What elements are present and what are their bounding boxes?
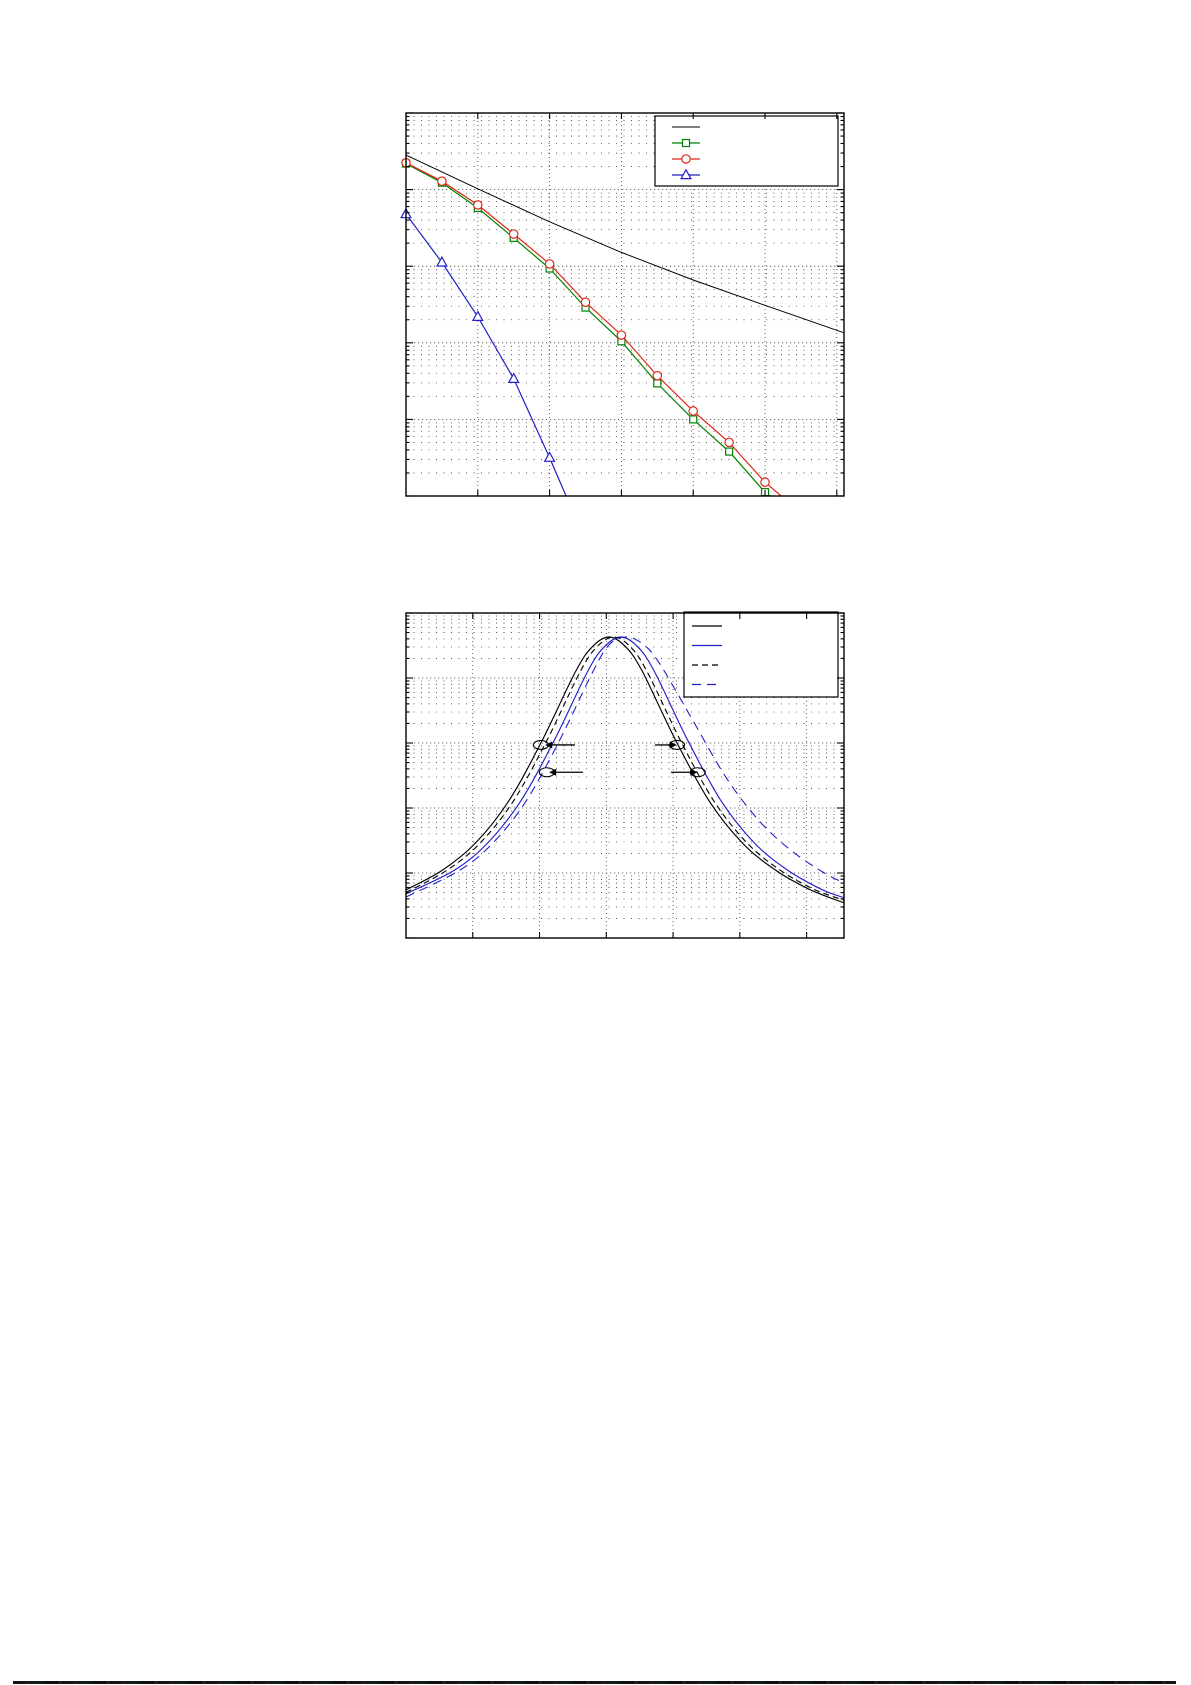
left-upper-callout <box>532 739 575 751</box>
square-marker-series-line <box>405 163 771 497</box>
blue-dashed-response <box>405 636 845 898</box>
triangle-marker <box>507 372 520 384</box>
circle-marker-series-line <box>405 162 782 497</box>
callout-arrowhead-left <box>545 741 553 749</box>
circle-marker-series <box>401 157 782 497</box>
square-marker <box>681 138 691 148</box>
circle-marker <box>580 297 591 308</box>
spectrum-bell-plot <box>405 611 845 939</box>
blue-dashed-response-line <box>405 636 845 898</box>
square-marker <box>689 415 698 424</box>
circle-marker <box>688 406 699 416</box>
circle-marker <box>544 259 555 269</box>
legend-entry-triangle-marker-series <box>672 168 700 180</box>
black-solid-response-line <box>405 636 845 904</box>
triangle-marker <box>680 168 692 180</box>
circle-marker <box>760 477 770 488</box>
square-marker <box>653 379 662 388</box>
left-lower-callout <box>538 767 583 778</box>
circle-marker <box>473 200 483 210</box>
ber-semilogy-plot <box>400 112 845 497</box>
legend-entry-square-marker-series <box>672 138 700 148</box>
black-solid-response <box>405 636 845 904</box>
axes <box>405 112 845 497</box>
triangle-marker <box>543 451 556 462</box>
right-lower-callout <box>671 767 706 778</box>
callout-arrowhead-left <box>549 768 557 776</box>
right-upper-callout <box>655 739 686 751</box>
axes <box>405 612 845 939</box>
blue-solid-response <box>405 636 845 899</box>
circle-marker <box>616 330 627 340</box>
circle-marker <box>724 437 734 448</box>
triangle-marker <box>471 310 484 321</box>
circle-marker <box>508 229 519 239</box>
circle-marker <box>681 154 691 164</box>
circle-marker <box>437 176 447 186</box>
blue-solid-response-line <box>405 636 845 899</box>
callout-arrowhead-right <box>669 741 677 749</box>
page-bottom-scan-artifact <box>13 1681 1176 1684</box>
axis-box <box>405 612 845 939</box>
upper-bound-line-line <box>405 154 845 334</box>
axis-box <box>405 112 845 497</box>
triangle-marker-series-line <box>405 213 567 497</box>
upper-bound-line <box>405 154 845 334</box>
legend-entry-circle-marker-series <box>672 154 700 164</box>
legend <box>683 611 839 698</box>
legend <box>654 115 839 187</box>
callout-arrowhead-right <box>690 768 698 776</box>
triangle-marker <box>435 255 448 267</box>
square-marker <box>725 447 734 456</box>
circle-marker <box>652 370 663 381</box>
